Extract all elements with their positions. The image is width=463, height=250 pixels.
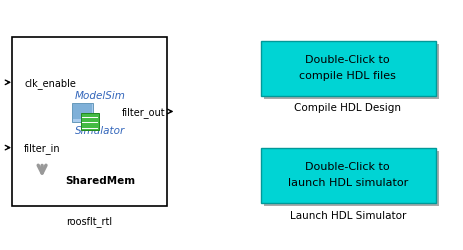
- Bar: [263, 45, 438, 100]
- Text: filter_out: filter_out: [122, 106, 166, 118]
- Text: Double-Click to: Double-Click to: [305, 55, 389, 65]
- Text: ModelSim: ModelSim: [75, 91, 125, 101]
- Bar: [81, 114, 99, 130]
- Bar: [230, 0, 463, 250]
- Bar: [12, 38, 167, 206]
- Text: Double-Click to: Double-Click to: [305, 161, 389, 171]
- Bar: [0, 0, 230, 250]
- Bar: [260, 148, 435, 203]
- Text: Simulator: Simulator: [75, 125, 125, 135]
- Bar: [263, 151, 438, 206]
- Text: SharedMem: SharedMem: [65, 175, 135, 185]
- Text: Launch HDL Simulator: Launch HDL Simulator: [289, 210, 405, 220]
- Bar: [81, 122, 85, 125]
- Text: compile HDL files: compile HDL files: [299, 71, 395, 81]
- Bar: [72, 104, 93, 122]
- Text: clk_enable: clk_enable: [24, 78, 76, 88]
- Text: launch HDL simulator: launch HDL simulator: [287, 177, 407, 187]
- Text: roosflt_rtl: roosflt_rtl: [66, 215, 112, 226]
- Bar: [260, 42, 435, 97]
- Text: Compile HDL Design: Compile HDL Design: [294, 103, 400, 113]
- Text: filter_in: filter_in: [24, 142, 61, 154]
- Bar: [73, 105, 92, 119]
